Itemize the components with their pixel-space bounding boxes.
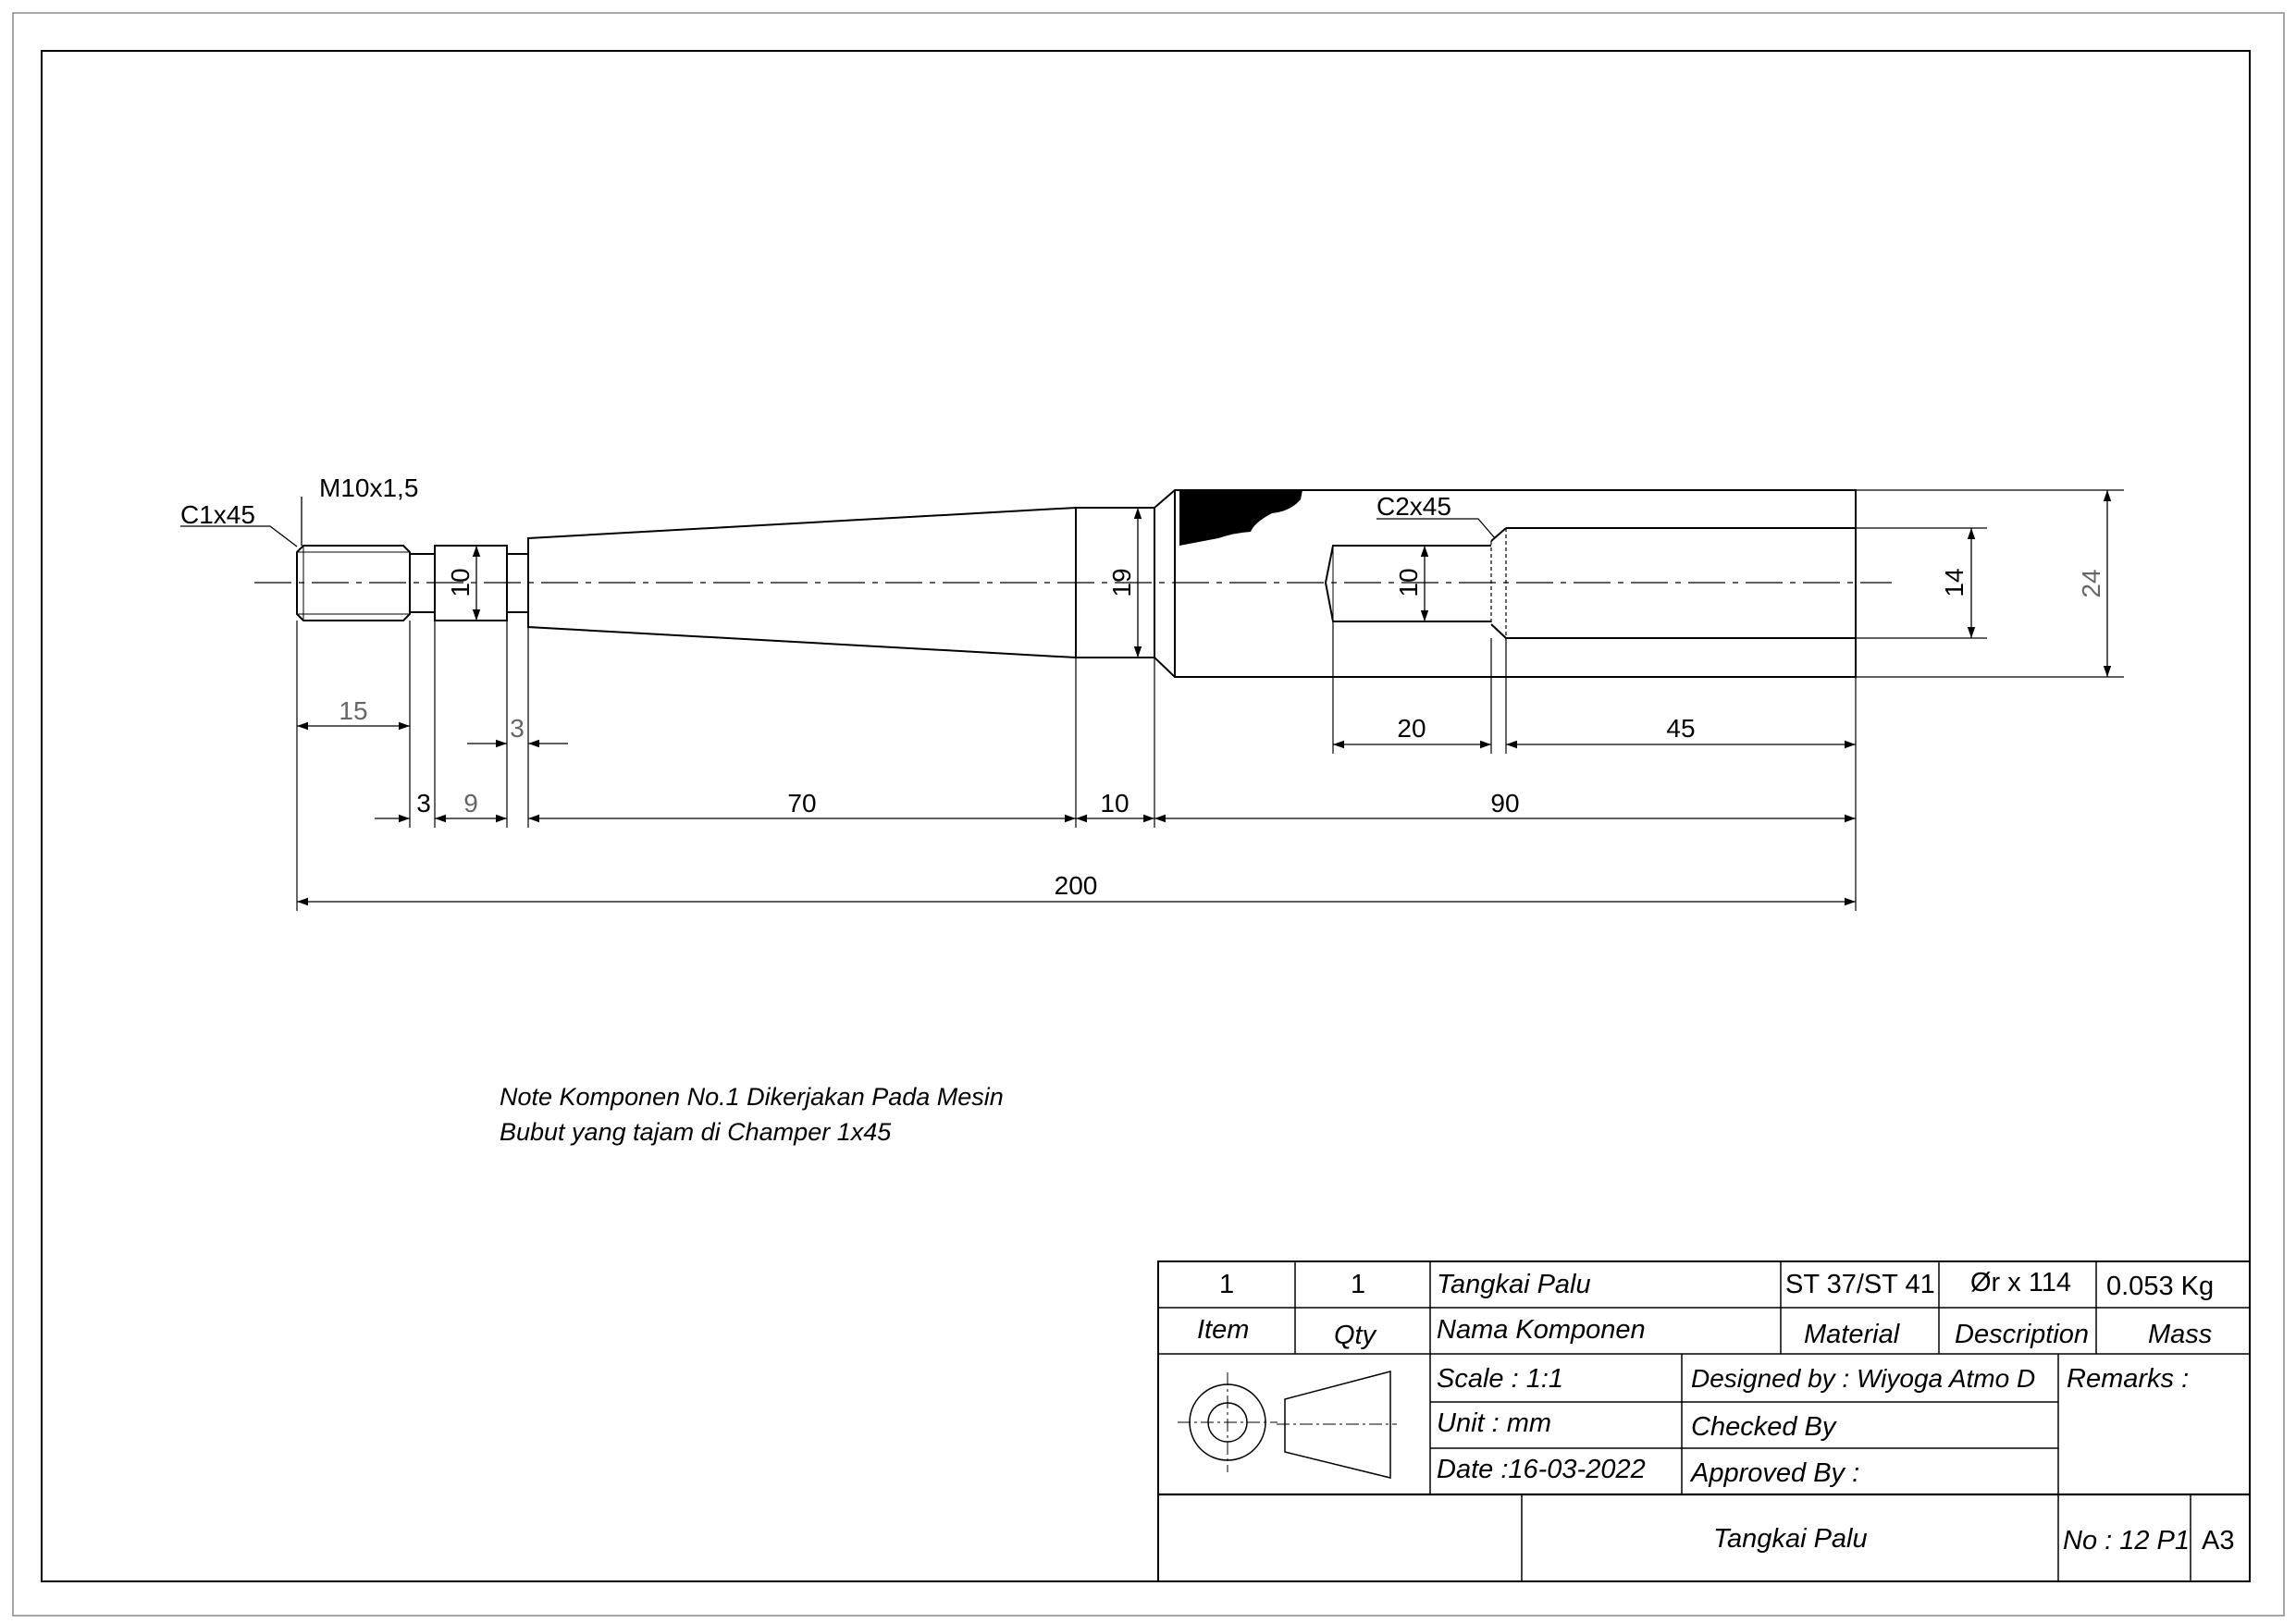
label-dia10a: 10 [446, 568, 475, 596]
note-line-2: Bubut yang tajam di Champer 1x45 [500, 1118, 892, 1146]
title-block-grid [1157, 1260, 2251, 1582]
label-m10x15: M10x1,5 [319, 473, 418, 502]
cell-name-value: Tangkai Palu [1437, 1270, 1591, 1299]
label-c1x45: C1x45 [180, 500, 255, 529]
date-label: Date :16-03-2022 [1437, 1455, 1646, 1484]
label-90: 90 [1490, 789, 1519, 818]
cell-qty-value: 1 [1351, 1270, 1366, 1299]
drawing-number: No : 12 P1 [2063, 1526, 2191, 1555]
leader-c1x45 [180, 525, 298, 547]
cell-description-value: Ør x 114 [1970, 1268, 2072, 1297]
label-c2x45: C2x45 [1376, 492, 1451, 521]
threaded-end [296, 545, 411, 621]
header-material: Material [1804, 1320, 1900, 1349]
leader-c2x45 [1376, 518, 1496, 539]
dimension-labels: C1x45 M10x1,5 C2x45 15 3 9 3 70 10 90 20… [180, 473, 2105, 900]
label-3b: 3 [510, 714, 525, 743]
note-line-1: Note Komponen No.1 Dikerjakan Pada Mesin [500, 1083, 1004, 1111]
label-15: 15 [339, 696, 367, 725]
outer-border [12, 12, 2285, 1617]
header-mass: Mass [2148, 1320, 2213, 1349]
dimension-lines [180, 490, 2112, 906]
unit-label: Unit : mm [1437, 1408, 1552, 1438]
label-9: 9 [463, 789, 478, 818]
projection-symbol-icon [1178, 1371, 1397, 1479]
label-dia14: 14 [1940, 568, 1969, 596]
label-3a: 3 [416, 789, 431, 818]
remarks-label: Remarks : [2067, 1364, 2190, 1394]
label-dia10b: 10 [1394, 568, 1423, 596]
header-item: Item [1197, 1315, 1250, 1345]
label-70: 70 [787, 789, 816, 818]
bore-10 [1324, 545, 1491, 622]
label-200: 200 [1055, 871, 1098, 900]
break-section-fill [1179, 490, 1302, 546]
drawing-title: Tangkai Palu [1713, 1524, 1868, 1554]
extension-lines [296, 489, 2124, 911]
cell-item-value: 1 [1219, 1270, 1235, 1299]
header-qty: Qty [1334, 1321, 1376, 1350]
approved-by-label: Approved By : [1691, 1458, 1860, 1488]
header-name: Nama Komponen [1437, 1315, 1646, 1345]
cell-material-value: ST 37/ST 41 [1785, 1270, 1935, 1299]
drawing-frame [41, 50, 2251, 1582]
shaft-outline [254, 489, 1892, 678]
label-10: 10 [1100, 789, 1129, 818]
scale-label: Scale : 1:1 [1437, 1364, 1564, 1394]
checked-by-label: Checked By [1691, 1412, 1836, 1442]
label-20: 20 [1397, 714, 1426, 743]
manufacturing-note: Note Komponen No.1 Dikerjakan Pada Mesin… [500, 1079, 1004, 1150]
label-dia19: 19 [1107, 568, 1136, 596]
header-description: Description [1955, 1320, 2090, 1349]
designed-by-label: Designed by : Wiyoga Atmo D [1691, 1364, 2036, 1393]
label-dia24: 24 [2077, 569, 2105, 597]
label-45: 45 [1666, 714, 1695, 743]
sheet-size: A3 [2202, 1526, 2235, 1555]
cell-mass-value: 0.053 Kg [2106, 1272, 2215, 1301]
